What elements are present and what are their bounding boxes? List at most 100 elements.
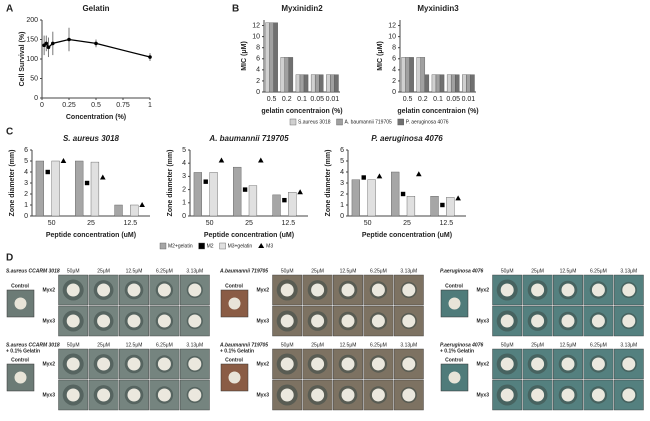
bar (303, 74, 309, 93)
disk (341, 357, 355, 371)
concentration-label: 25μM (531, 268, 544, 274)
concentration-label: 6.25μM (156, 342, 173, 348)
y-tick-label: 4 (256, 67, 260, 74)
disk (402, 388, 416, 402)
disk (500, 388, 514, 402)
y-axis-label: Zone diameter (mm) (167, 150, 174, 217)
y-tick-label: 0 (34, 95, 38, 102)
row-label: Myx2 (476, 287, 489, 293)
concentration-label: 3.13μM (186, 342, 203, 348)
plate-title: P.aeruginosa 4076 (440, 342, 483, 348)
data-point (67, 37, 71, 42)
bar (466, 74, 471, 93)
x-tick-label: 12.5 (124, 220, 138, 227)
disk (66, 357, 80, 371)
y-tick-label: 6 (392, 56, 396, 63)
y-tick-label: 10 (388, 33, 396, 40)
y-tick-label: 12 (388, 22, 396, 29)
row-label: Myx3 (42, 318, 55, 324)
concentration-label: 12.5μM (340, 342, 357, 348)
disk (66, 314, 80, 328)
disk (341, 314, 355, 328)
legend-label: S.aureus 3018 (298, 119, 331, 125)
disk (157, 283, 171, 297)
disk (280, 314, 294, 328)
disk (341, 283, 355, 297)
y-tick-label: 3 (24, 180, 28, 187)
legend-label: M3+gelatin (228, 243, 253, 249)
bar (310, 74, 316, 93)
y-tick-label: 4 (340, 169, 344, 176)
concentration-label: 25μM (97, 268, 110, 274)
y-tick-label: 100 (26, 56, 38, 63)
disk (311, 283, 325, 297)
marker (139, 202, 145, 207)
y-tick-label: 6 (256, 56, 260, 63)
disk (448, 297, 461, 310)
disk (311, 388, 325, 402)
disk (188, 283, 202, 297)
control-label: Control (225, 283, 243, 289)
legend-label: M2+gelatin (168, 243, 193, 249)
disk (14, 371, 27, 384)
disk (66, 388, 80, 402)
bar (284, 57, 290, 93)
marker (218, 157, 225, 163)
legend-label: M3 (266, 243, 273, 249)
y-axis-label: MIC (μM) (241, 41, 248, 71)
concentration-label: 50μM (501, 342, 514, 348)
y-tick-label: 6 (340, 147, 344, 154)
y-tick-label: 5 (24, 158, 28, 165)
disk (157, 357, 171, 371)
row-label: Myx3 (476, 392, 489, 398)
y-tick-label: 8 (392, 45, 396, 52)
concentration-label: 25μM (531, 342, 544, 348)
y-tick-label: 12 (252, 22, 260, 29)
y-tick-label: 5 (182, 147, 186, 154)
disk (66, 283, 80, 297)
x-tick-label: 0.5 (91, 102, 101, 109)
row-label: Myx3 (476, 318, 489, 324)
y-tick-label: 4 (182, 160, 186, 167)
disk (280, 283, 294, 297)
bar (51, 160, 60, 217)
x-axis-label: gelatin concentraion (%) (397, 108, 478, 115)
y-tick-label: 3 (340, 180, 344, 187)
x-axis-label: Peptide concentration (uM) (46, 232, 136, 239)
bar (269, 22, 274, 93)
x-tick-label: 50 (48, 220, 56, 227)
plate-note: + 0.1% Gelatin (220, 348, 254, 354)
disk (127, 357, 141, 371)
concentration-label: 12.5μM (126, 268, 143, 274)
disk (97, 314, 111, 328)
bar (450, 74, 456, 93)
disk (371, 314, 385, 328)
concentration-label: 50μM (501, 268, 514, 274)
bar (431, 74, 437, 93)
disk (228, 297, 241, 310)
disk (622, 357, 636, 371)
x-tick-label: 0.05 (446, 96, 460, 103)
disk (280, 357, 294, 371)
x-tick-label: 1 (148, 102, 152, 109)
y-tick-label: 6 (24, 147, 28, 154)
bar (462, 74, 467, 93)
y-tick-label: 1 (182, 200, 186, 207)
bar (35, 160, 45, 217)
marker (440, 202, 445, 208)
plate-note: + 0.1% Gelatin (6, 348, 40, 354)
disk (188, 357, 202, 371)
disk (157, 314, 171, 328)
marker (455, 195, 461, 201)
disk (280, 388, 294, 402)
y-tick-label: 150 (26, 36, 38, 43)
concentration-label: 50μM (67, 342, 80, 348)
bar (299, 74, 305, 93)
row-label: Myx2 (476, 361, 489, 367)
concentration-label: 6.25μM (370, 268, 387, 274)
y-axis-label: MIC (μM) (377, 41, 384, 71)
chart-title: S. aureus 3018 (63, 134, 120, 143)
y-axis-label: Zone diameter (mm) (325, 150, 332, 217)
marker (376, 173, 383, 179)
